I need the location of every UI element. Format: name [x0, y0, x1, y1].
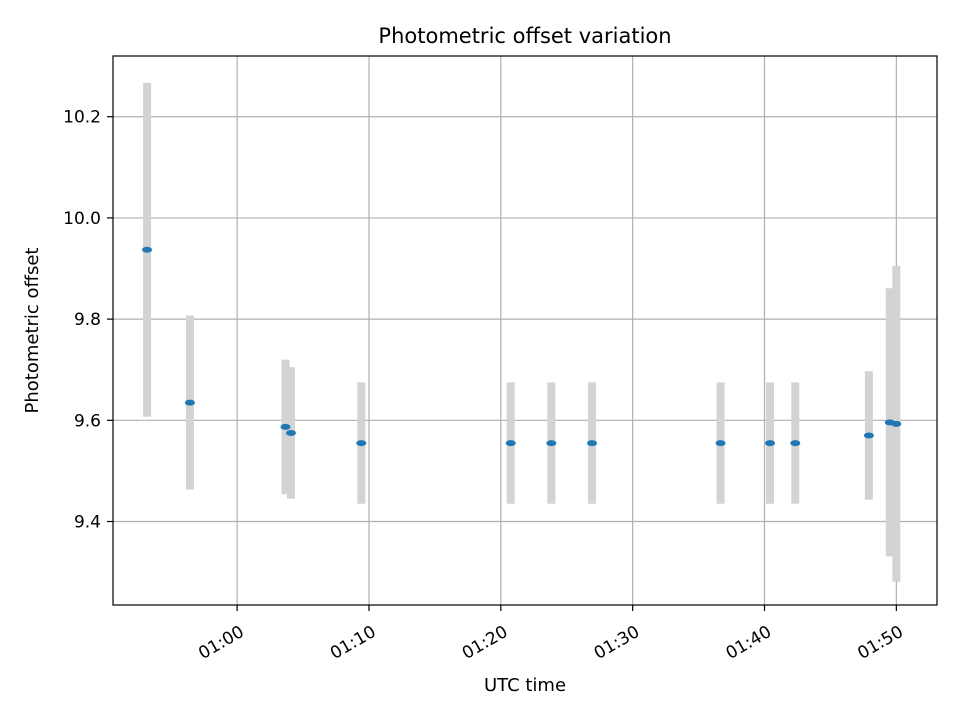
- y-axis-title: Photometric offset: [22, 248, 43, 414]
- grid-layer: [113, 56, 937, 605]
- data-point: [142, 246, 153, 253]
- y-tick-label: 10.0: [63, 209, 101, 229]
- x-axis-ticks: 01:00 01:10 01:20 01:30 01:40 01:50: [195, 605, 907, 664]
- data-point: [356, 440, 367, 447]
- x-axis-title: UTC time: [484, 675, 566, 696]
- x-tick-label: 01:00: [195, 622, 247, 664]
- data-point: [505, 440, 516, 447]
- y-tick-label: 9.8: [74, 310, 101, 330]
- data-point: [587, 440, 598, 447]
- data-point: [765, 440, 776, 447]
- data-point: [891, 420, 902, 427]
- data-point: [715, 440, 726, 447]
- y-tick-label: 10.2: [63, 108, 101, 128]
- y-tick-label: 9.6: [74, 411, 101, 431]
- point-layer: [142, 246, 902, 447]
- chart-title: Photometric offset variation: [378, 24, 671, 48]
- y-axis-ticks: 9.4 9.6 9.8 10.0 10.2: [63, 108, 113, 533]
- x-tick-label: 01:30: [591, 622, 643, 664]
- y-tick-label: 9.4: [74, 513, 101, 533]
- x-tick-label: 01:20: [459, 622, 511, 664]
- data-point: [863, 432, 874, 439]
- data-point: [546, 440, 557, 447]
- data-point: [184, 399, 195, 406]
- data-point: [280, 423, 291, 430]
- x-tick-label: 01:40: [723, 622, 775, 664]
- x-tick-label: 01:50: [854, 622, 906, 664]
- plot-area-frame: [112, 55, 938, 606]
- x-tick-label: 01:10: [327, 622, 379, 664]
- data-point: [790, 440, 801, 447]
- data-point: [285, 429, 296, 436]
- error-bar-layer: [143, 82, 901, 582]
